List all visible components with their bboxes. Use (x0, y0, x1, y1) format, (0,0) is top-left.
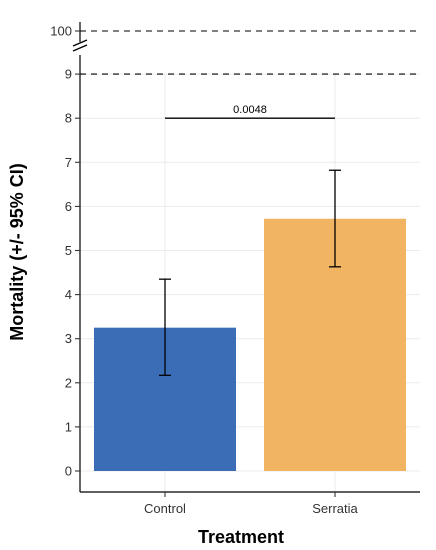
error-bar-serratia (329, 169, 341, 268)
significance-annotation: 0.0048 (165, 104, 335, 119)
y-tick-label: 4 (65, 287, 72, 302)
y-tick-label: 8 (65, 111, 72, 126)
y-tick-label: 9 (65, 67, 72, 82)
error-bar-control (159, 278, 171, 376)
y-tick-label: 6 (65, 199, 72, 214)
reference-lines (80, 30, 420, 75)
error-bars (159, 169, 341, 376)
axis-break-icon (72, 39, 88, 52)
x-axis-title: Treatment (198, 527, 284, 547)
y-tick-label: 2 (65, 375, 72, 390)
y-tick-label: 7 (65, 155, 72, 170)
x-ticks: Control Serratia (144, 492, 359, 516)
x-tick-label-serratia: Serratia (312, 501, 358, 516)
y-tick-label: 3 (65, 331, 72, 346)
y-tick-label: 5 (65, 243, 72, 258)
y-tick-label: 0 (65, 464, 72, 479)
y-tick-label-upper: 100 (50, 24, 72, 39)
y-axis-title: Mortality (+/- 95% CI) (7, 163, 27, 341)
axes (72, 22, 420, 493)
significance-label: 0.0048 (233, 104, 267, 116)
bars (94, 218, 406, 471)
y-tick-label: 1 (65, 419, 72, 434)
y-ticks: 0 1 2 3 4 5 6 7 8 9 100 (50, 24, 80, 479)
x-tick-label-control: Control (144, 501, 186, 516)
